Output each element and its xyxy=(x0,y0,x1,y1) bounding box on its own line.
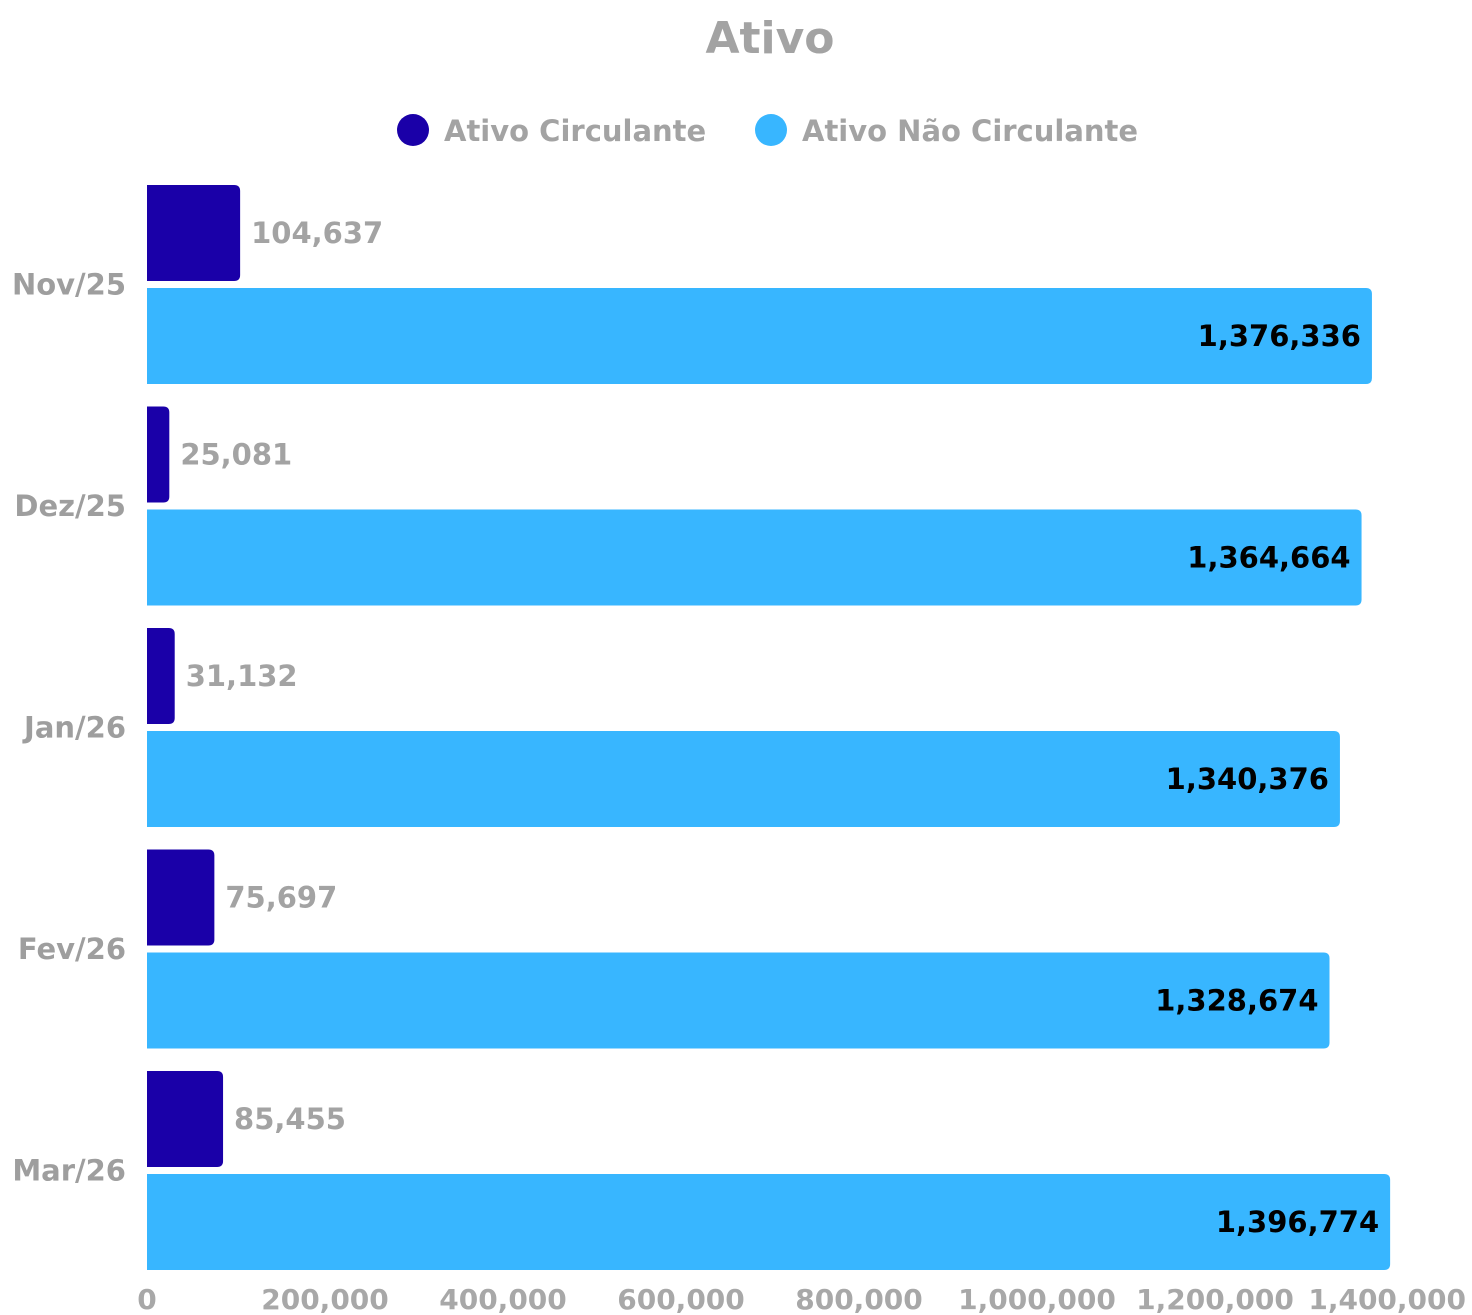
x-tick-label: 400,000 xyxy=(439,1283,567,1315)
bar-ativo-circulante xyxy=(147,628,175,724)
bar-ativo-circulante xyxy=(147,406,170,503)
category-label: Dez/25 xyxy=(14,489,126,523)
x-tick-label: 1,000,000 xyxy=(958,1283,1116,1315)
legend-marker-ativo-nao-circulante xyxy=(755,114,787,146)
data-label-ativo-nao-circulante: 1,328,674 xyxy=(1155,984,1318,1018)
legend-marker-ativo-circulante xyxy=(397,114,429,146)
x-tick-label: 600,000 xyxy=(617,1283,745,1315)
plot-area: Nov/25 104,637 1,376,336 Dez/25 25,081 1,364,… xyxy=(12,185,1466,1315)
legend-label-ativo-nao-circulante: Ativo Não Circulante xyxy=(802,114,1138,148)
chart-title: Ativo xyxy=(705,13,834,64)
x-tick-label: 200,000 xyxy=(261,1283,389,1315)
data-label-ativo-nao-circulante: 1,376,336 xyxy=(1198,319,1361,353)
x-tick-label: 0 xyxy=(137,1283,156,1315)
bar-ativo-circulante xyxy=(147,849,215,946)
bar-ativo-nao-circulante xyxy=(147,952,1330,1049)
data-label-ativo-circulante: 31,132 xyxy=(186,659,298,693)
data-label-ativo-circulante: 75,697 xyxy=(225,881,337,915)
data-label-ativo-nao-circulante: 1,340,376 xyxy=(1166,762,1329,796)
category-label: Mar/26 xyxy=(12,1154,126,1188)
x-tick-label: 1,400,000 xyxy=(1308,1283,1466,1315)
bar-ativo-nao-circulante xyxy=(147,731,1340,827)
x-tick-label: 800,000 xyxy=(795,1283,923,1315)
data-label-ativo-circulante: 104,637 xyxy=(251,216,383,250)
legend-label-ativo-circulante: Ativo Circulante xyxy=(444,114,706,148)
data-label-ativo-circulante: 85,455 xyxy=(234,1102,346,1136)
data-label-ativo-nao-circulante: 1,396,774 xyxy=(1216,1205,1379,1239)
category-label: Jan/26 xyxy=(22,711,126,745)
data-label-ativo-circulante: 25,081 xyxy=(180,438,292,472)
data-label-ativo-nao-circulante: 1,364,664 xyxy=(1187,541,1350,575)
bar-ativo-nao-circulante xyxy=(147,509,1362,606)
x-tick-label: 1,200,000 xyxy=(1136,1283,1294,1315)
bar-ativo-nao-circulante xyxy=(147,1174,1391,1270)
bar-ativo-circulante xyxy=(147,1071,224,1167)
bar-ativo-circulante xyxy=(147,185,241,281)
legend: Ativo Circulante Ativo Não Circulante xyxy=(397,114,1138,148)
category-label: Nov/25 xyxy=(12,268,126,302)
category-label: Fev/26 xyxy=(18,932,126,966)
bar-ativo-nao-circulante xyxy=(147,288,1372,384)
